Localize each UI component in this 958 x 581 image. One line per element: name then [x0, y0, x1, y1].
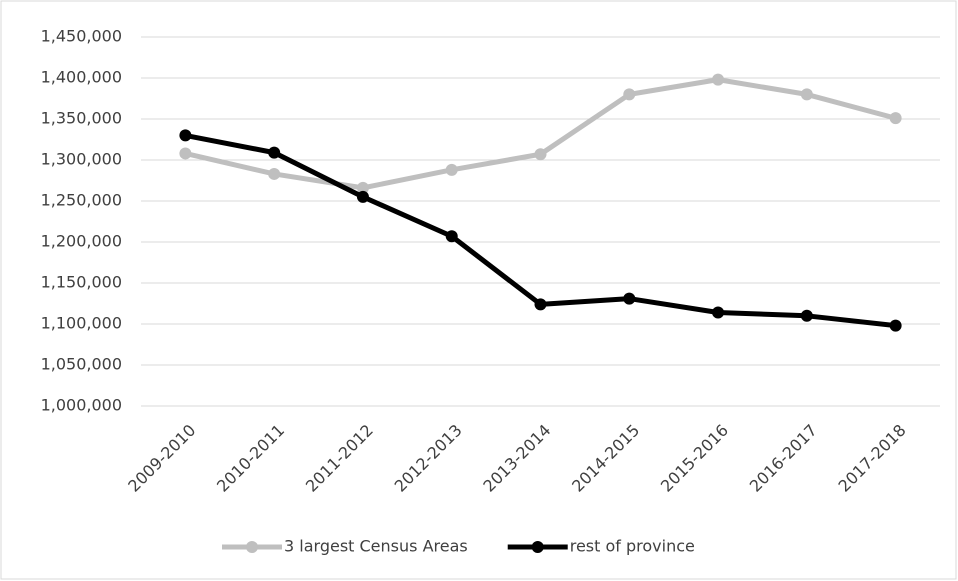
data-point: [712, 73, 725, 86]
legend-marker: [246, 541, 258, 553]
legend-marker: [531, 541, 544, 553]
data-point: [445, 163, 458, 176]
data-point: [800, 88, 813, 101]
legend-label: 3 largest Census Areas: [284, 537, 468, 556]
data-point: [534, 148, 547, 161]
data-point: [268, 146, 281, 159]
data-point: [356, 190, 369, 203]
legend-label: rest of province: [570, 537, 695, 556]
data-point: [356, 181, 369, 194]
y-tick-label: 1,100,000: [41, 314, 122, 333]
data-point: [623, 88, 636, 101]
y-tick-label: 1,000,000: [41, 396, 122, 415]
y-tick-label: 1,150,000: [41, 273, 122, 292]
data-point: [623, 292, 636, 305]
y-tick-label: 1,250,000: [41, 191, 122, 210]
y-tick-label: 1,400,000: [41, 68, 122, 87]
y-tick-label: 1,300,000: [41, 150, 122, 169]
data-point: [179, 147, 192, 160]
data-point: [712, 306, 725, 319]
y-tick-label: 1,450,000: [41, 27, 122, 46]
data-point: [445, 230, 458, 243]
data-point: [179, 129, 192, 142]
y-tick-label: 1,200,000: [41, 232, 122, 251]
data-point: [534, 298, 547, 311]
data-point: [889, 319, 902, 332]
data-point: [268, 167, 281, 180]
data-point: [800, 309, 813, 322]
data-point: [889, 112, 902, 125]
y-tick-label: 1,350,000: [41, 109, 122, 128]
y-tick-label: 1,050,000: [41, 355, 122, 374]
